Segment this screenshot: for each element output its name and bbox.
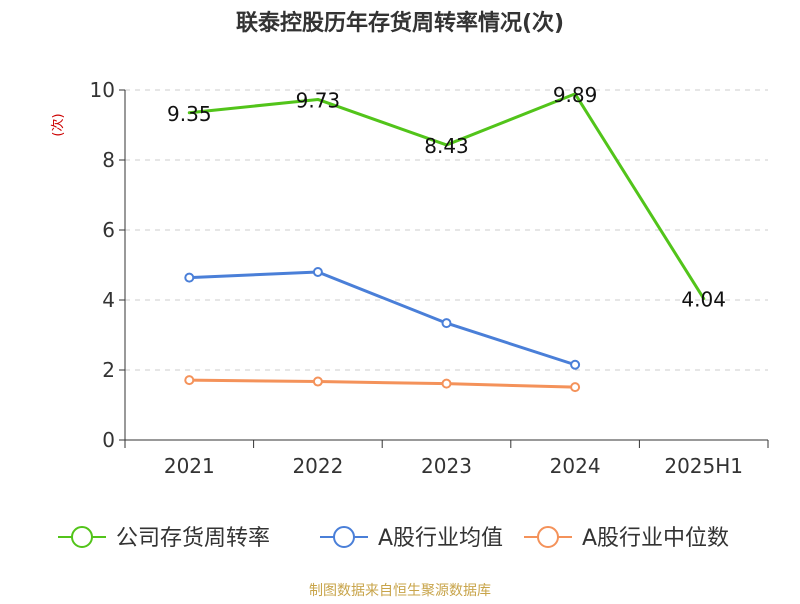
data-point [441, 318, 452, 329]
data-point [184, 375, 195, 386]
data-point [184, 272, 195, 283]
legend-label: 公司存货周转率 [116, 526, 270, 551]
x-tick-label: 2025H1 [664, 454, 743, 478]
data-label: 9.73 [296, 88, 341, 112]
data-point [312, 376, 323, 387]
legend-label: A股行业均值 [378, 526, 503, 551]
legend-item-1[interactable]: A股行业均值 [320, 526, 503, 551]
legend-swatch-marker [333, 526, 355, 548]
y-tick-label: 4 [102, 288, 115, 312]
y-tick-label: 8 [102, 148, 115, 172]
grid-lines [125, 89, 768, 371]
data-point [441, 378, 452, 389]
legend-item-2[interactable]: A股行业中位数 [524, 526, 729, 551]
data-label: 9.89 [553, 83, 598, 107]
y-tick-label: 2 [102, 358, 115, 382]
legend: 公司存货周转率 A股行业均值 A股行业中位数 [58, 526, 729, 551]
data-point [570, 359, 581, 370]
source-note: 制图数据来自恒生聚源数据库 [309, 583, 491, 599]
x-tick-label: 2023 [421, 454, 472, 478]
y-axis-label: (次) [50, 113, 66, 136]
legend-swatch-marker [537, 526, 559, 548]
data-label: 8.43 [424, 134, 469, 158]
data-label: 4.04 [681, 288, 726, 312]
x-tick-label: 2024 [550, 454, 601, 478]
data-label: 9.35 [167, 102, 212, 126]
legend-label: A股行业中位数 [582, 526, 729, 551]
x-tick-label: 2021 [164, 454, 215, 478]
y-tick-label: 6 [102, 218, 115, 242]
series-line-0 [187, 92, 706, 301]
series-line-2 [187, 378, 577, 389]
series-lines [184, 92, 706, 393]
series-line-1 [187, 270, 577, 367]
data-point [570, 382, 581, 393]
legend-item-0[interactable]: 公司存货周转率 [58, 526, 270, 551]
axes: 0 2 4 6 8 10 2021 2022 2023 2024 2025H1 [90, 78, 769, 478]
y-tick-label: 10 [90, 78, 115, 102]
x-tick-label: 2022 [292, 454, 343, 478]
data-point [312, 267, 323, 277]
y-tick-label: 0 [102, 428, 115, 452]
legend-swatch-marker [71, 526, 93, 548]
chart-title: 联泰控股历年存货周转率情况(次) [236, 10, 564, 36]
data-labels: 9.35 9.73 8.43 9.89 4.04 [167, 83, 726, 312]
